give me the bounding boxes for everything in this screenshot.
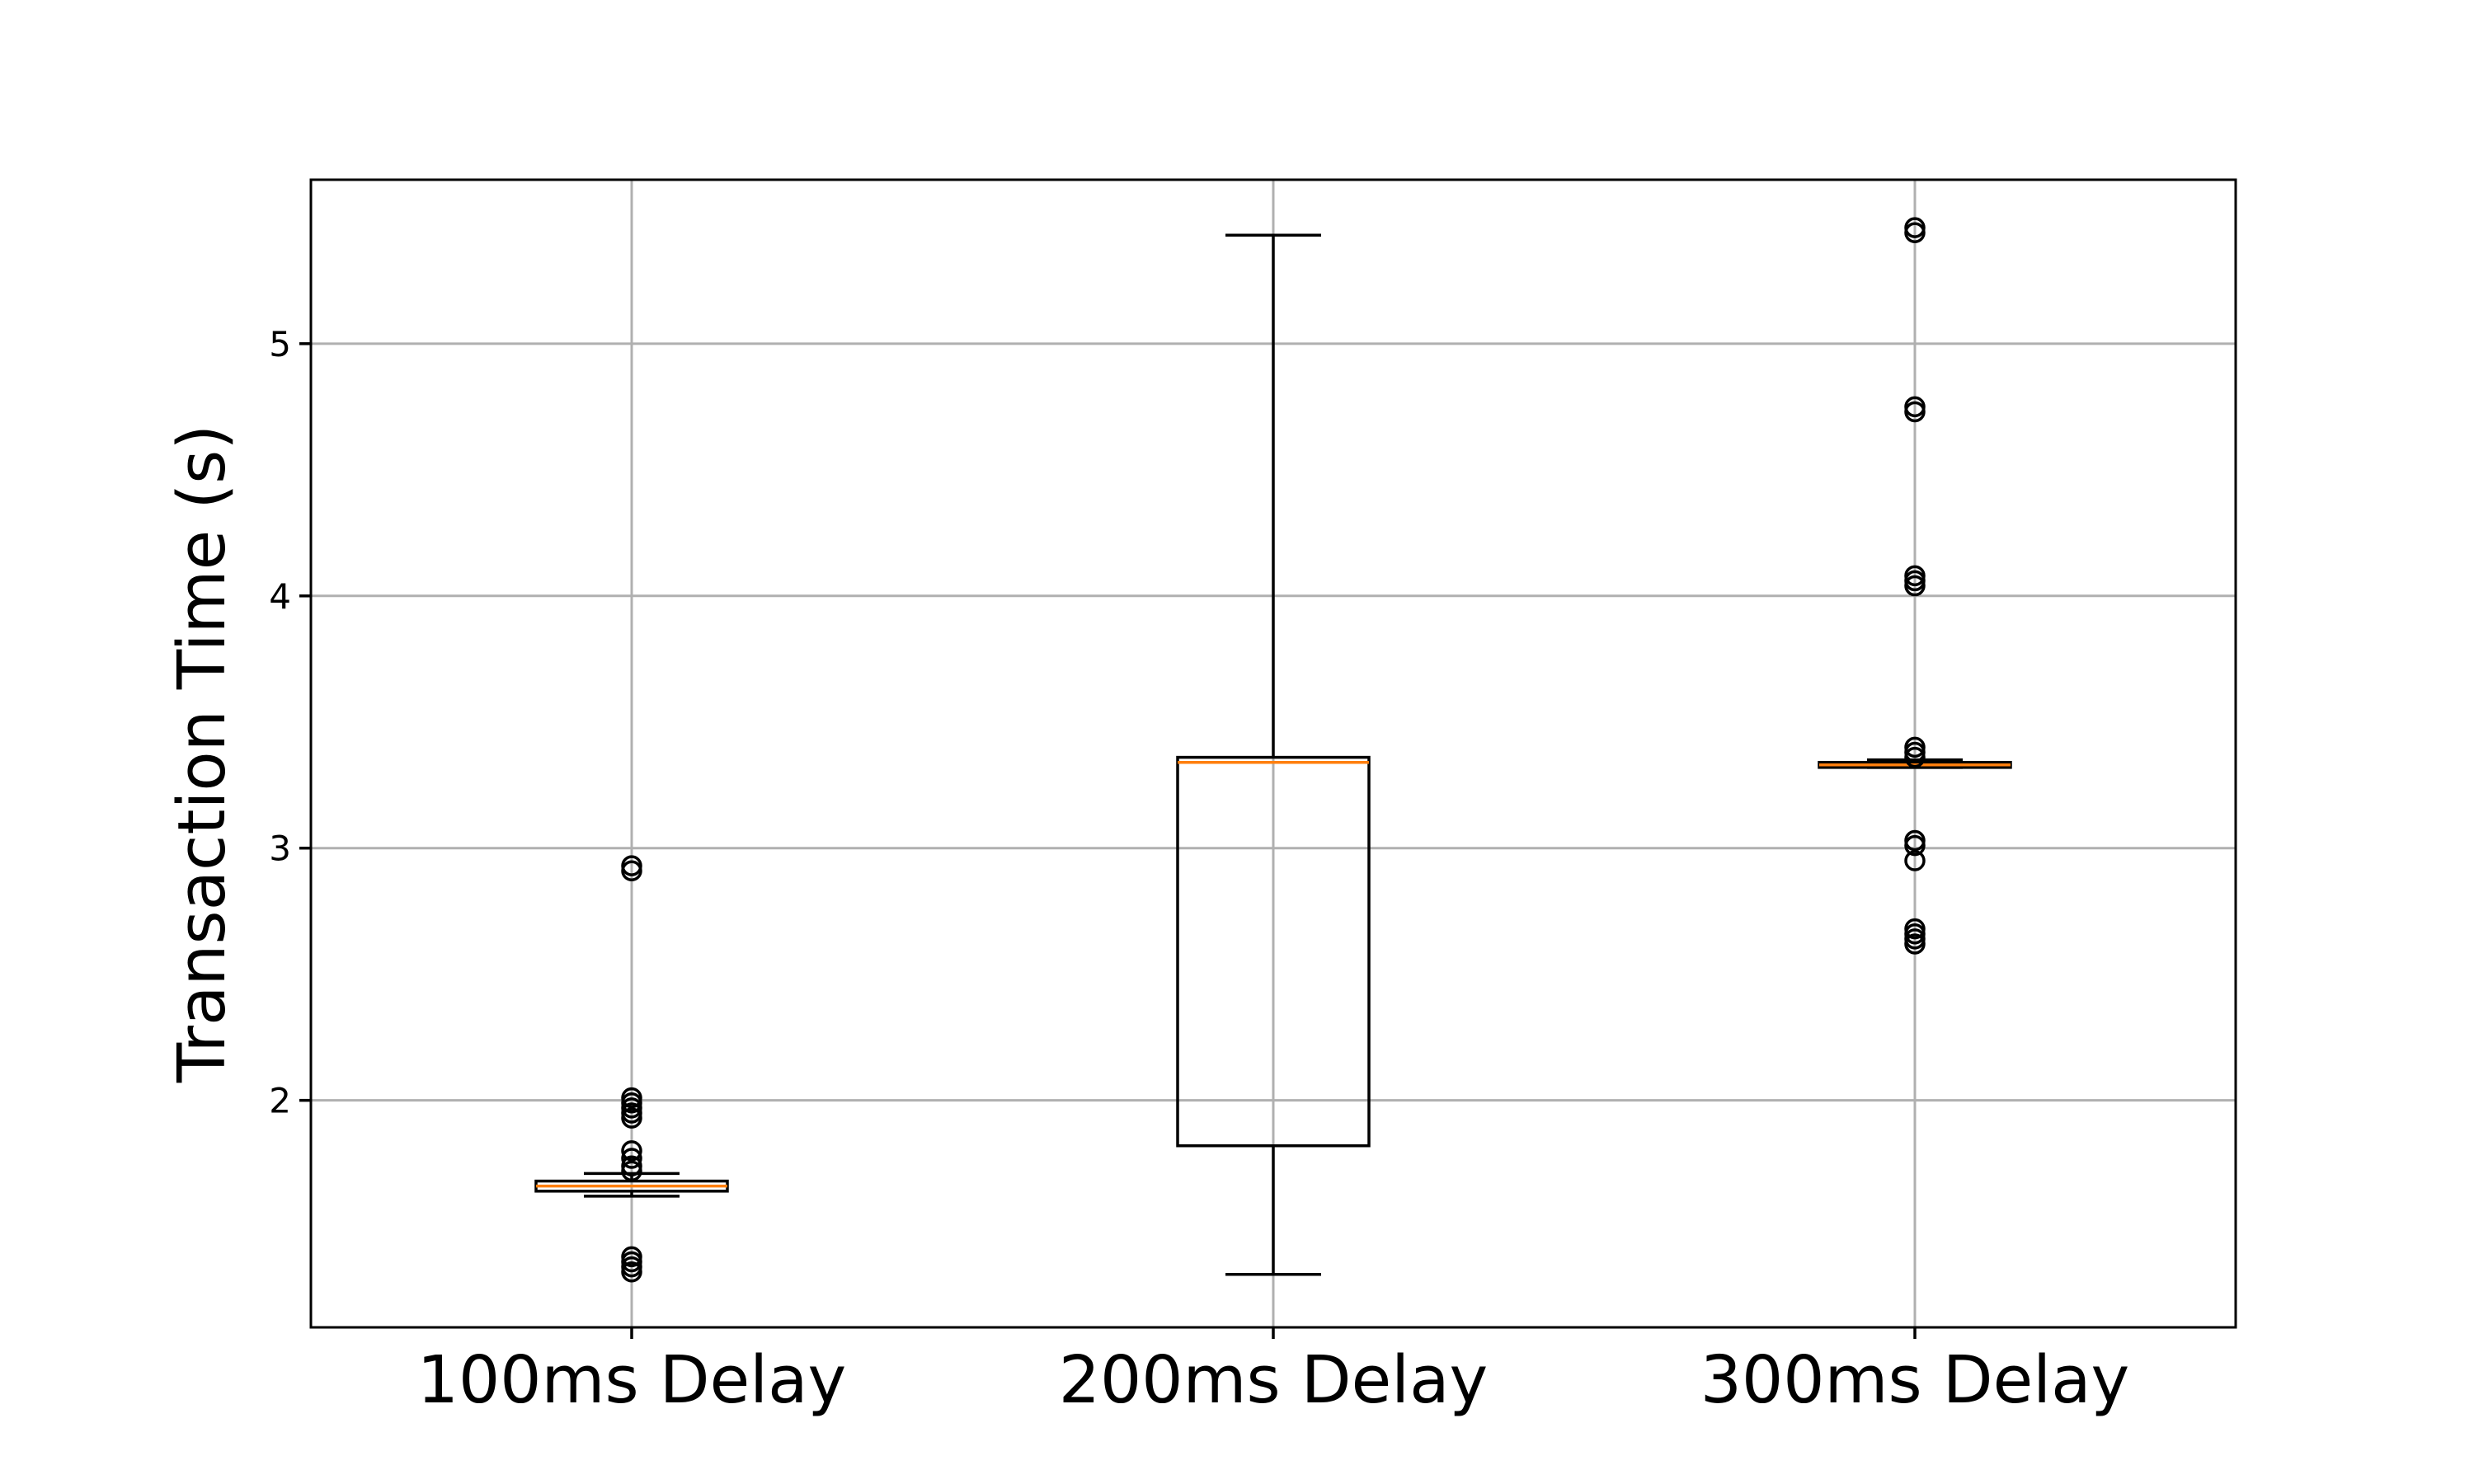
y-ticks-layer: 2 3 4 5 [269, 324, 311, 1121]
outlier-point [1904, 736, 1926, 758]
y-tick-label: 4 [269, 576, 291, 617]
outlier-point [1904, 565, 1926, 587]
y-tick-label: 3 [269, 829, 291, 869]
iqr-box [1176, 755, 1371, 1148]
outlier-point [1904, 850, 1926, 871]
y-tick-label: 2 [269, 1081, 291, 1121]
outlier-point [1904, 829, 1926, 852]
outlier-point [621, 1155, 642, 1176]
outlier-point [621, 1087, 642, 1109]
x-ticks-layer: 100ms Delay 200ms Delay 300ms Delay [417, 1327, 2130, 1418]
y-axis-title: Transaction Time (s) [164, 425, 240, 1083]
x-tick-label: 100ms Delay [417, 1342, 847, 1418]
x-tick-label: 200ms Delay [1059, 1342, 1489, 1418]
outlier-point [1904, 217, 1926, 238]
outlier-point [1904, 396, 1926, 418]
y-tick-label: 5 [269, 324, 291, 364]
outlier-point [621, 1140, 642, 1162]
outlier-point [621, 855, 642, 876]
outlier-point [621, 1148, 642, 1169]
outlier-point [621, 1246, 642, 1268]
outlier-point [1904, 918, 1926, 940]
boxes-layer [534, 233, 2012, 1276]
fliers-layer [621, 217, 1926, 1283]
x-tick-label: 300ms Delay [1700, 1342, 2130, 1418]
